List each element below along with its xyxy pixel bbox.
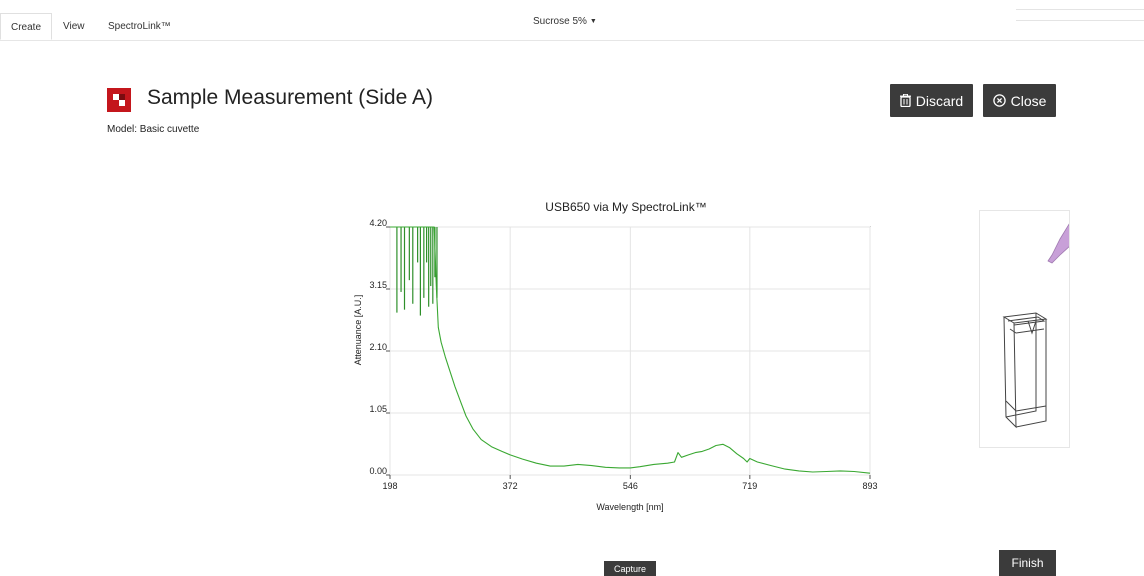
tab-spectrolink[interactable]: SpectroLink™ <box>108 21 171 32</box>
close-label: Close <box>1010 92 1047 109</box>
x-axis-label: Wavelength [nm] <box>596 502 663 512</box>
cuvette-icon <box>1002 312 1048 429</box>
y-tick-label: 1.05 <box>369 404 387 414</box>
y-tick-label: 3.15 <box>369 280 387 290</box>
x-tick-label: 372 <box>503 481 518 491</box>
page-title: Sample Measurement (Side A) <box>147 86 433 109</box>
capture-button[interactable]: Capture <box>604 561 656 576</box>
spectrum-line <box>390 226 871 474</box>
app-logo-icon <box>107 88 131 112</box>
tab-view[interactable]: View <box>63 21 85 32</box>
spectrum-chart: USB650 via My SpectroLink™ Attenuance [A… <box>353 200 878 512</box>
x-tick-label: 893 <box>862 481 877 491</box>
discard-button[interactable]: Discard <box>890 84 973 117</box>
sample-selector[interactable]: Sucrose 5% ▼ <box>533 16 597 27</box>
discard-label: Discard <box>915 92 964 109</box>
top-bar: Create View SpectroLink™ Sucrose 5% ▼ <box>0 0 1144 41</box>
tab-create[interactable]: Create <box>0 13 53 40</box>
chart-title: USB650 via My SpectroLink™ <box>545 200 706 214</box>
model-label: Model: Basic cuvette <box>107 124 200 135</box>
toolbar-divider <box>1016 9 1144 10</box>
chevron-down-icon: ▼ <box>589 18 597 25</box>
close-button[interactable]: Close <box>983 84 1056 117</box>
y-axis-label: Attenuance [A.U.] <box>353 295 363 366</box>
trash-icon <box>899 94 911 107</box>
x-tick-label: 719 <box>742 481 757 491</box>
pipette-icon <box>1047 223 1069 264</box>
x-tick-label: 546 <box>623 481 638 491</box>
cuvette-preview <box>979 210 1070 448</box>
y-tick-label: 4.20 <box>369 218 387 228</box>
x-tick-label: 198 <box>382 481 397 491</box>
finish-button[interactable]: Finish <box>999 550 1056 576</box>
y-tick-label: 2.10 <box>369 342 387 352</box>
circle-x-icon <box>992 94 1006 107</box>
y-tick-label: 0.00 <box>369 466 387 476</box>
sample-selector-label: Sucrose 5% <box>533 16 587 27</box>
toolbar-divider <box>1016 20 1144 21</box>
